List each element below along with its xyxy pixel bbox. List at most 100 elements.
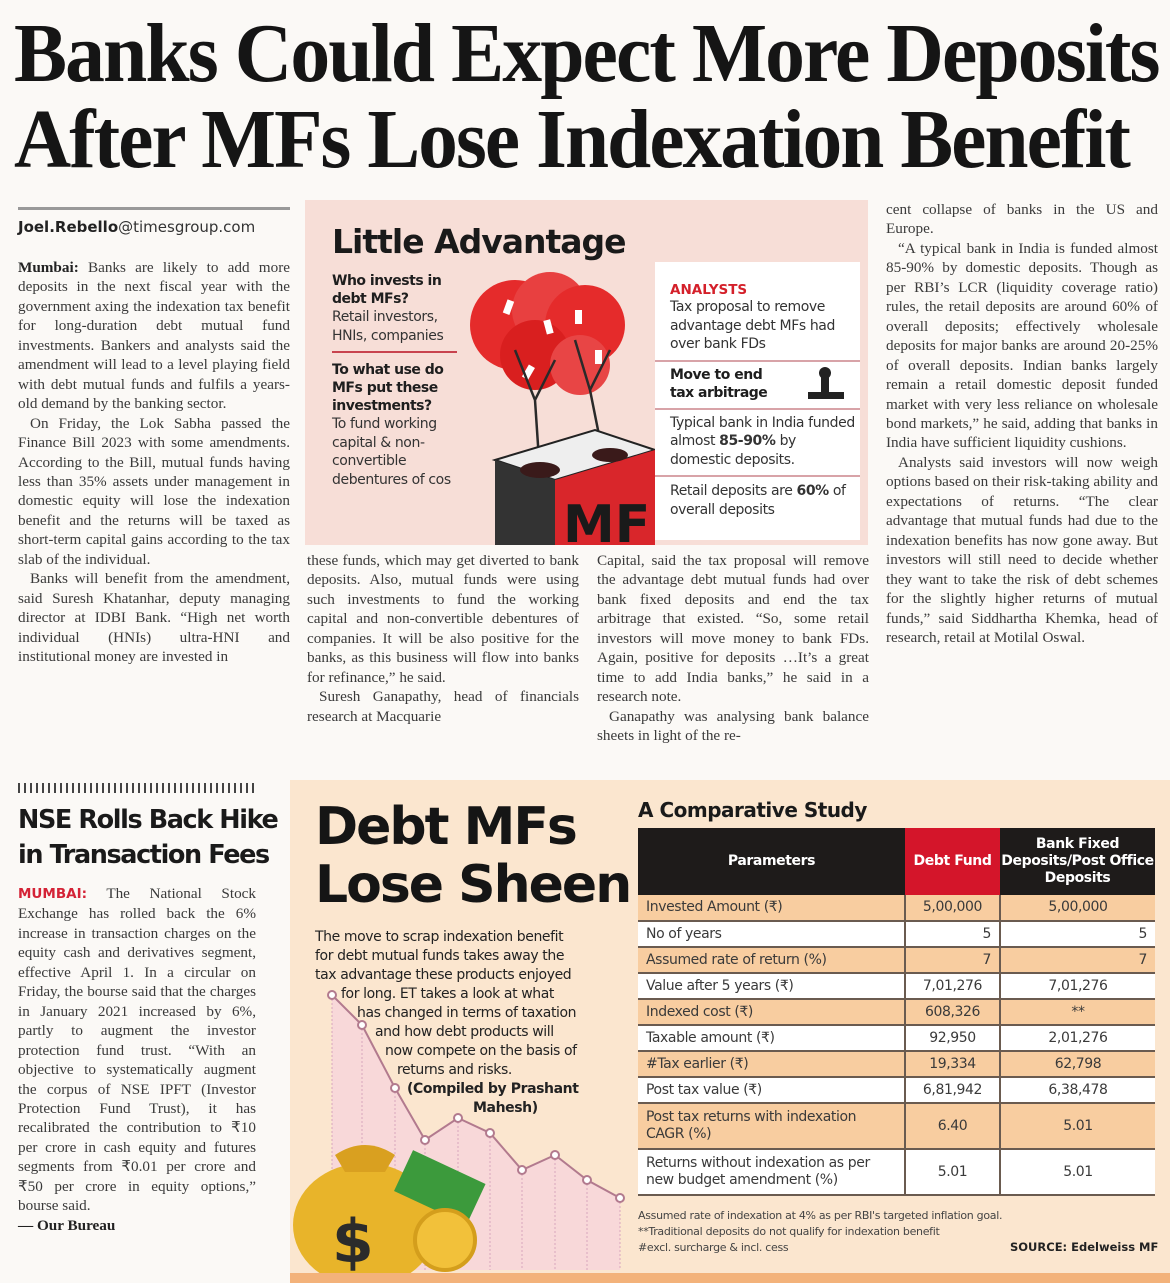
- row-debt-fund-value: 6,81,942: [904, 1077, 1000, 1104]
- row-debt-fund-value: 5,00,000: [904, 895, 1000, 922]
- question-what-use: To what use do MFs put these investments…: [332, 362, 444, 414]
- article-column-2: these funds, which may get diverted to b…: [307, 551, 579, 726]
- nse-signoff: — Our Bureau: [18, 1216, 116, 1234]
- headline-line-1: Banks Could Expect More Deposits: [14, 7, 1160, 100]
- row-bank-deposit-value: 6,38,478: [999, 1077, 1155, 1104]
- row-bank-deposit-value: 5: [999, 921, 1155, 948]
- trend-point: [327, 990, 337, 1000]
- money-tree-illustration: MF: [470, 272, 659, 545]
- byline-domain: @timesgroup.com: [118, 218, 256, 236]
- trend-point: [357, 1020, 367, 1030]
- trend-point: [550, 1150, 560, 1160]
- trend-line: [331, 994, 621, 1199]
- trend-point: [453, 1113, 463, 1123]
- retail-deposit-fact: Retail deposits are 60% of overall depos…: [655, 477, 860, 519]
- tree-foliage-icon: [470, 272, 625, 395]
- article-column-1: Mumbai: Banks are likely to add more dep…: [18, 258, 290, 667]
- row-debt-fund-value: 6.40: [904, 1103, 1000, 1150]
- description-line: now compete on the basis of: [385, 1043, 577, 1059]
- credit-line: Mahesh): [473, 1100, 538, 1116]
- row-parameter: Returns without indexation as per new bu…: [638, 1149, 905, 1196]
- comparison-table: Parameters Debt Fund Bank Fixed Deposits…: [638, 828, 1155, 1196]
- row-parameter: Post tax returns with indexation CAGR (%…: [638, 1103, 905, 1150]
- analysts-panel: ANALYSTS Tax proposal to remove advantag…: [655, 262, 860, 540]
- description-line: for debt mutual funds takes away the: [315, 948, 565, 964]
- analysts-text: Tax proposal to remove advantage debt MF…: [670, 299, 835, 352]
- debt-mfs-description: The move to scrap indexation benefit for…: [315, 928, 635, 1118]
- trend-point: [390, 1083, 400, 1093]
- row-bank-deposit-value: 5,00,000: [999, 895, 1155, 922]
- note: **Traditional deposits do not qualify fo…: [638, 1225, 940, 1238]
- table-row: Value after 5 years (₹) 7,01,276 7,01,276: [638, 973, 1155, 1000]
- trend-point: [615, 1193, 625, 1203]
- row-parameter: Invested Amount (₹): [638, 895, 905, 922]
- row-debt-fund-value: 7,01,276: [904, 973, 1000, 1000]
- trend-point: [517, 1165, 527, 1175]
- source-credit: SOURCE: Edelweiss MF: [1010, 1240, 1159, 1254]
- row-parameter: Value after 5 years (₹): [638, 973, 905, 1000]
- table-row: No of years 5 5: [638, 921, 1155, 948]
- paragraph: these funds, which may get diverted to b…: [307, 552, 579, 686]
- description-line: tax advantage these products enjoyed: [315, 967, 572, 983]
- analysts-label: ANALYSTS: [670, 282, 748, 298]
- fact-text: by domestic deposits.: [670, 433, 796, 468]
- row-parameter: Taxable amount (₹): [638, 1025, 905, 1052]
- paragraph: Analysts said investors will now weigh o…: [886, 453, 1158, 646]
- paragraph: Banks will benefit from the amendment, s…: [18, 570, 290, 666]
- description-line: for long. ET takes a look at what: [341, 986, 555, 1002]
- fact-text: of overall deposits: [670, 483, 846, 518]
- table-row: Post tax returns with indexation CAGR (%…: [638, 1103, 1155, 1150]
- header-parameters: Parameters: [638, 828, 905, 895]
- table-row: Assumed rate of return (%) 7 7: [638, 947, 1155, 974]
- row-debt-fund-value: 5.01: [904, 1149, 1000, 1196]
- row-bank-deposit-value: 7: [999, 947, 1155, 974]
- nse-headline-line-2: in Transaction Fees: [18, 840, 270, 870]
- paragraph: cent collapse of banks in the US and Eur…: [886, 201, 1158, 238]
- trend-point: [420, 1135, 430, 1145]
- description-line: and how debt products will: [375, 1024, 554, 1040]
- move-title: Move to end tax arbitrage: [670, 366, 768, 401]
- little-advantage-infographic: Little Advantage Who invests in debt MFs…: [305, 200, 868, 545]
- debt-mfs-panel: Debt MFs Lose Sheen The move to scrap in…: [290, 780, 1170, 1283]
- nse-headline-line-1: NSE Rolls Back Hike: [18, 805, 279, 835]
- credit-line: (Compiled by Prashant: [407, 1081, 579, 1097]
- money-bag-icon: $: [293, 1145, 486, 1280]
- mf-label: MF: [563, 495, 650, 545]
- paragraph: Suresh Ganapathy, head of financials res…: [307, 688, 579, 725]
- row-parameter: Post tax value (₹): [638, 1077, 905, 1104]
- trend-point: [582, 1175, 592, 1185]
- nse-body: The National Stock Exchange has rolled b…: [18, 885, 256, 1215]
- row-bank-deposit-value: 5.01: [999, 1149, 1155, 1196]
- row-bank-deposit-value: 2,01,276: [999, 1025, 1155, 1052]
- byline-name: Joel.Rebello: [18, 218, 119, 236]
- row-debt-fund-value: 7: [904, 947, 1000, 974]
- section-divider: [18, 783, 258, 793]
- debt-mfs-title: Debt MFs Lose Sheen: [315, 797, 632, 914]
- trend-point: [485, 1128, 495, 1138]
- paragraph: Banks are likely to add more deposits in…: [18, 259, 290, 413]
- table-row: Returns without indexation as per new bu…: [638, 1149, 1155, 1196]
- debt-mfs-title-line-1: Debt MFs: [315, 797, 578, 857]
- article-column-3: Capital, said the tax proposal will remo…: [597, 551, 869, 746]
- table-row: #Tax earlier (₹) 19,334 62,798: [638, 1051, 1155, 1078]
- paragraph: Ganapathy was analysing bank balance she…: [597, 707, 869, 745]
- mf-box-icon: MF: [491, 428, 659, 545]
- headline-line-2: After MFs Lose Indexation Benefit: [14, 93, 1131, 186]
- fact-text: Typical bank in India funded almost: [670, 414, 855, 450]
- typical-bank-fact: Typical bank in India funded almost 85-9…: [655, 410, 860, 477]
- description-line: The move to scrap indexation benefit: [315, 929, 564, 945]
- description-line: has changed in terms of taxation: [357, 1005, 577, 1021]
- dollar-sign: $: [332, 1207, 374, 1277]
- nse-story: MUMBAI: The National Stock Exchange has …: [18, 884, 256, 1235]
- row-parameter: Indexed cost (₹): [638, 999, 905, 1026]
- paragraph: On Friday, the Lok Sabha passed the Fina…: [18, 414, 290, 568]
- panel-bottom-border: [290, 1273, 1170, 1283]
- note: Assumed rate of indexation at 4% as per …: [638, 1209, 1003, 1222]
- row-bank-deposit-value: **: [999, 999, 1155, 1026]
- header-debt-fund: Debt Fund: [905, 828, 1000, 895]
- answer-who-invests: Retail investors, HNIs, companies: [332, 308, 457, 353]
- row-bank-deposit-value: 5.01: [999, 1103, 1155, 1150]
- row-parameter: Assumed rate of return (%): [638, 947, 905, 974]
- row-debt-fund-value: 608,326: [904, 999, 1000, 1026]
- row-debt-fund-value: 19,334: [904, 1051, 1000, 1078]
